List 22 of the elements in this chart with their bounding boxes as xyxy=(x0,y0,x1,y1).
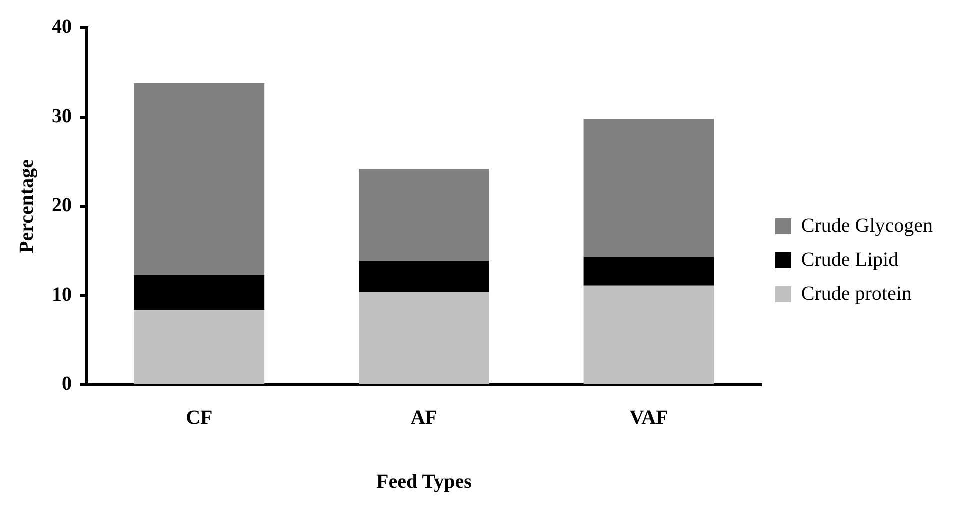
x-tick-label: AF xyxy=(410,407,438,430)
y-tick-label: 10 xyxy=(52,284,72,306)
bar xyxy=(134,275,265,310)
bar xyxy=(134,83,265,276)
x-tick-label: VAF xyxy=(630,407,668,430)
legend-label: Crude Glycogen xyxy=(801,214,934,237)
x-axis-title: Feed Types xyxy=(376,471,472,494)
bar xyxy=(134,310,265,384)
bar xyxy=(584,119,714,258)
bar xyxy=(358,292,490,384)
legend-label: Crude Lipid xyxy=(801,248,899,271)
legend-label: Crude protein xyxy=(801,282,912,305)
y-tick-label: 40 xyxy=(52,16,72,38)
bar xyxy=(358,260,490,292)
y-tick-label: 30 xyxy=(52,105,72,128)
bar xyxy=(358,169,490,261)
bar xyxy=(584,286,714,384)
bar xyxy=(584,257,714,286)
y-tick-label: 20 xyxy=(52,194,72,217)
x-tick-label: CF xyxy=(186,407,213,430)
y-axis-title: Percentage xyxy=(16,159,38,254)
y-tick-label: 0 xyxy=(62,373,72,396)
